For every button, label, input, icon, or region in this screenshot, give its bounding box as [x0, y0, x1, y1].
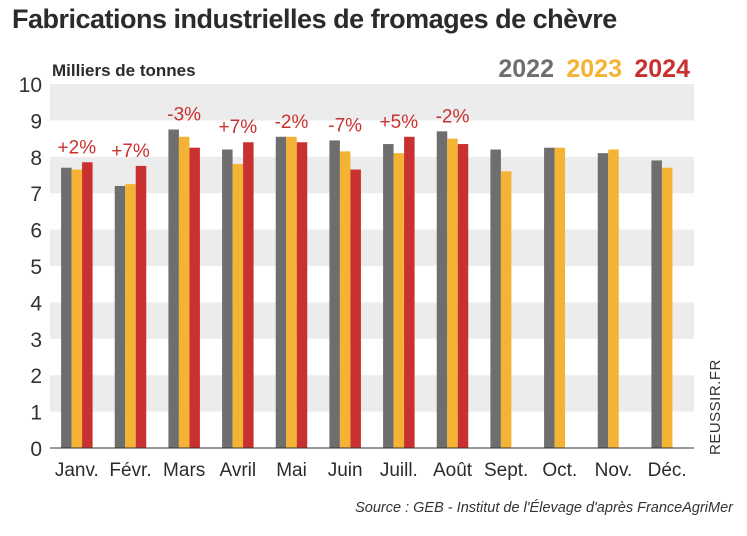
x-tick-label: Janv.: [55, 460, 99, 481]
x-tick-label: Déc.: [648, 460, 687, 481]
bar-2023-4: [232, 164, 244, 448]
bar-2022-1: [61, 167, 72, 448]
y-tick-label: 1: [30, 402, 42, 425]
grid-band: [50, 84, 694, 121]
bar-2023-12: [661, 167, 673, 448]
change-annotation: +7%: [219, 117, 258, 138]
y-tick-label: 2: [30, 365, 42, 388]
x-tick-label: Févr.: [109, 460, 151, 481]
bar-2024-3: [189, 147, 200, 448]
bar-2022-8: [436, 131, 448, 448]
bar-2023-3: [178, 136, 190, 448]
y-tick-label: 6: [30, 220, 42, 243]
bar-2023-1: [71, 169, 83, 449]
bar-2022-7: [383, 144, 394, 448]
y-tick-label: 8: [30, 147, 42, 170]
source-note: Source : GEB - Institut de l'Élevage d'a…: [355, 500, 733, 516]
bar-2022-12: [651, 160, 662, 448]
bar-2024-7: [404, 136, 415, 448]
y-tick-label: 9: [30, 110, 42, 133]
watermark: REUSSIR.FR: [707, 359, 724, 455]
legend-2022: 2022: [498, 55, 554, 83]
x-axis-ticks: Janv. Févr. Mars Avril Mai Juin Juill. Août Sept…: [55, 460, 687, 481]
bar-2022-2: [114, 185, 126, 449]
x-tick-label: Sept.: [484, 460, 528, 481]
bar-2024-4: [243, 142, 254, 449]
legend: 2024 2023 2022: [498, 55, 690, 83]
y-tick-label: 10: [19, 74, 42, 97]
bar-2023-7: [393, 153, 405, 448]
grid-band: [50, 375, 694, 412]
chart-title: Fabrications industrielles de fromages d…: [12, 4, 617, 34]
bar-2023-2: [125, 184, 136, 448]
change-annotation: -2%: [275, 112, 309, 133]
x-tick-label: Nov.: [595, 460, 633, 481]
y-tick-label: 5: [30, 256, 42, 279]
y-tick-label: 0: [30, 438, 42, 461]
x-tick-label: Mai: [276, 460, 307, 481]
bar-2024-5: [296, 142, 308, 449]
y-tick-label: 3: [30, 329, 42, 352]
x-tick-label: Avril: [220, 460, 257, 481]
x-tick-label: Juill.: [380, 460, 418, 481]
change-annotation: +5%: [380, 112, 419, 133]
x-tick-label: Mars: [163, 460, 205, 481]
change-annotation: -3%: [167, 105, 201, 126]
bar-2023-5: [286, 136, 297, 448]
change-annotation: +7%: [111, 141, 150, 162]
bar-2022-3: [168, 129, 179, 448]
bar-2022-10: [544, 147, 555, 448]
change-annotation: +2%: [58, 137, 97, 158]
y-axis-label: Milliers de tonnes: [52, 61, 196, 80]
bar-2022-6: [329, 140, 340, 449]
x-tick-label: Août: [433, 460, 473, 481]
bar-2023-8: [447, 138, 458, 448]
grid-band: [50, 302, 694, 339]
bar-2022-9: [490, 149, 501, 448]
bar-2024-8: [457, 144, 469, 448]
bar-2022-5: [275, 136, 287, 448]
y-tick-label: 7: [30, 183, 42, 206]
y-tick-label: 4: [30, 292, 42, 315]
bar-2022-4: [222, 149, 233, 448]
change-annotation: -7%: [328, 115, 362, 136]
grid-band: [50, 229, 694, 266]
legend-2024: 2024: [634, 55, 690, 83]
x-tick-label: Oct.: [542, 460, 577, 481]
bar-2023-11: [608, 149, 619, 448]
bar-2022-11: [597, 153, 609, 448]
bar-2024-2: [135, 165, 147, 448]
y-axis-ticks: 0 1 2 3 4 5 6 7 8 9 10: [19, 74, 43, 461]
bar-2023-6: [339, 151, 351, 448]
bar-2024-1: [82, 162, 93, 448]
grid-bands: [50, 84, 694, 412]
bar-2023-10: [554, 147, 566, 448]
legend-2023: 2023: [566, 55, 622, 83]
bar-2023-9: [500, 171, 512, 449]
bar-2024-6: [350, 169, 361, 449]
annotations: +2% +7% -3% +7% -2% -7% +5% -2%: [58, 105, 470, 162]
change-annotation: -2%: [436, 106, 470, 127]
bars: [50, 129, 694, 449]
grid-band: [50, 156, 694, 194]
x-tick-label: Juin: [328, 460, 363, 481]
